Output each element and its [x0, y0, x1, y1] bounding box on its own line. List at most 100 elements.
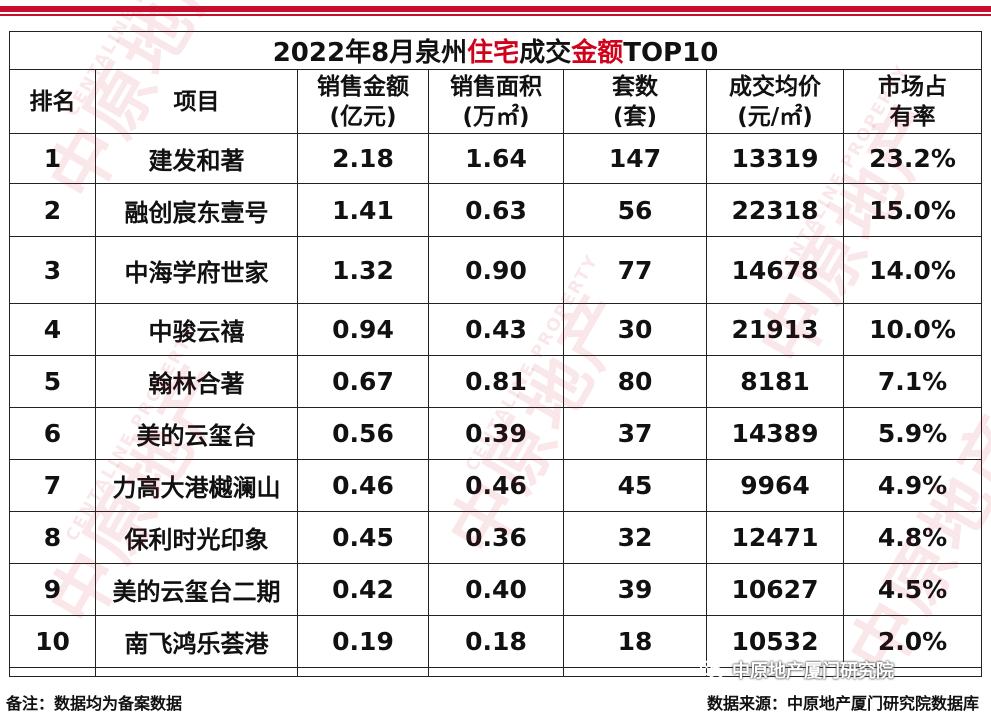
title-text-pre: 2022年8月泉州	[272, 38, 468, 68]
cell-share: 4.5%	[842, 563, 983, 616]
cell-rank: 6	[9, 407, 96, 460]
cell-amount: 0.42	[297, 563, 429, 616]
footer-note: 备注：数据均为备案数据	[6, 694, 183, 713]
cell-price: 21913	[706, 303, 844, 356]
cell-share: 4.9%	[842, 459, 983, 512]
cell-units: 56	[563, 183, 707, 237]
header-amount: 销售金额 (亿元)	[297, 69, 429, 134]
cell-project: 中海学府世家	[95, 236, 298, 304]
cell-units: 18	[563, 615, 707, 668]
table-row: 7 力高大港樾澜山 0.46 0.46 45 9964 4.9%	[9, 459, 983, 512]
cell-price: 10532	[706, 615, 844, 668]
cell-amount: 0.19	[297, 615, 429, 668]
header-units: 套数 (套)	[563, 69, 707, 134]
cell-project: 力高大港樾澜山	[95, 459, 298, 512]
cell-area: 0.90	[428, 236, 564, 304]
cell-share: 7.1%	[842, 355, 983, 408]
ranking-table: 2022年8月泉州住宅成交金额TOP10 排名 项目 销售金额 (亿元) 销售面积…	[8, 31, 983, 677]
top-accent-line	[0, 14, 991, 16]
cell-price: 9964	[706, 459, 844, 512]
title-highlight-residential: 住宅	[467, 38, 520, 68]
cell-units: 32	[563, 511, 707, 564]
cell-area: 0.39	[428, 407, 564, 460]
cell-price: 13319	[706, 133, 844, 184]
table-row: 3 中海学府世家 1.32 0.90 77 14678 14.0%	[9, 236, 983, 304]
cell-rank: 8	[9, 511, 96, 564]
header-project: 项目	[95, 69, 298, 134]
header-area-unit: (万㎡)	[462, 103, 530, 130]
cell-area: 0.46	[428, 459, 564, 512]
cell-amount: 2.18	[297, 133, 429, 184]
header-row: 排名 项目 销售金额 (亿元) 销售面积 (万㎡) 套数 (套) 成交均价 (元/㎡) …	[9, 69, 983, 134]
header-price: 成交均价 (元/㎡)	[706, 69, 844, 134]
cell-area: 0.40	[428, 563, 564, 616]
cell-amount: 1.32	[297, 236, 429, 304]
cell-area: 0.81	[428, 355, 564, 408]
cell-units: 30	[563, 303, 707, 356]
table-row: 6 美的云玺台 0.56 0.39 37 14389 5.9%	[9, 407, 983, 460]
cell-area: 0.36	[428, 511, 564, 564]
cell-project: 保利时光印象	[95, 511, 298, 564]
wechat-icon	[700, 658, 724, 682]
cell-amount: 0.94	[297, 303, 429, 356]
cell-price: 10627	[706, 563, 844, 616]
cell-units: 37	[563, 407, 707, 460]
cell-rank: 10	[9, 615, 96, 668]
title-row: 2022年8月泉州住宅成交金额TOP10	[8, 31, 983, 70]
table-row: 9 美的云玺台二期 0.42 0.40 39 10627 4.5%	[9, 563, 983, 616]
header-share-label-1: 市场占	[878, 73, 947, 100]
table-row: 5 翰林合著 0.67 0.81 80 8181 7.1%	[9, 355, 983, 408]
cell-amount: 0.46	[297, 459, 429, 512]
cell-project: 中骏云禧	[95, 303, 298, 356]
cell-share: 4.8%	[842, 511, 983, 564]
cell-rank: 5	[9, 355, 96, 408]
header-price-unit: (元/㎡)	[737, 103, 813, 130]
cell-share: 5.9%	[842, 407, 983, 460]
cell-share: 23.2%	[842, 133, 983, 184]
header-share-label-2: 有率	[889, 103, 936, 130]
wechat-account-name: 中原地产厦门研究院	[732, 661, 894, 682]
cell-price: 14678	[706, 236, 844, 304]
table-row: 4 中骏云禧 0.94 0.43 30 21913 10.0%	[9, 303, 983, 356]
cell-area: 1.64	[428, 133, 564, 184]
cell-units: 39	[563, 563, 707, 616]
wechat-account-badge: 中原地产厦门研究院	[700, 657, 894, 683]
cell-project: 融创宸东壹号	[95, 183, 298, 237]
cell-rank: 3	[9, 236, 96, 304]
cell-project: 南飞鸿乐荟港	[95, 615, 298, 668]
table-blank-row	[9, 667, 983, 677]
cell-units: 77	[563, 236, 707, 304]
cell-project: 美的云玺台	[95, 407, 298, 460]
cell-rank: 2	[9, 183, 96, 237]
cell-units: 147	[563, 133, 707, 184]
cell-rank: 9	[9, 563, 96, 616]
footer-source: 数据来源：中原地产厦门研究院数据库	[706, 694, 979, 713]
table-row: 1 建发和著 2.18 1.64 147 13319 23.2%	[9, 133, 983, 184]
cell-share: 10.0%	[842, 303, 983, 356]
top-accent-bar	[0, 6, 991, 12]
header-units-label: 套数	[612, 73, 658, 100]
cell-area: 0.18	[428, 615, 564, 668]
title-text-mid: 成交	[519, 38, 572, 68]
header-amount-label: 销售金额	[317, 73, 409, 100]
header-units-unit: (套)	[612, 103, 658, 130]
cell-price: 14389	[706, 407, 844, 460]
table-row: 2 融创宸东壹号 1.41 0.63 56 22318 15.0%	[9, 183, 983, 237]
title-text-post: TOP10	[623, 38, 719, 68]
title-highlight-amount: 金额	[571, 38, 624, 68]
cell-price: 22318	[706, 183, 844, 237]
cell-project: 美的云玺台二期	[95, 563, 298, 616]
header-area: 销售面积 (万㎡)	[428, 69, 564, 134]
cell-project: 翰林合著	[95, 355, 298, 408]
header-rank: 排名	[9, 69, 96, 134]
header-amount-unit: (亿元)	[329, 103, 397, 130]
header-share: 市场占 有率	[842, 69, 983, 134]
cell-rank: 7	[9, 459, 96, 512]
cell-share: 14.0%	[842, 236, 983, 304]
cell-units: 80	[563, 355, 707, 408]
cell-area: 0.43	[428, 303, 564, 356]
cell-price: 12471	[706, 511, 844, 564]
cell-amount: 0.45	[297, 511, 429, 564]
header-area-label: 销售面积	[450, 73, 542, 100]
header-price-label: 成交均价	[729, 73, 821, 100]
